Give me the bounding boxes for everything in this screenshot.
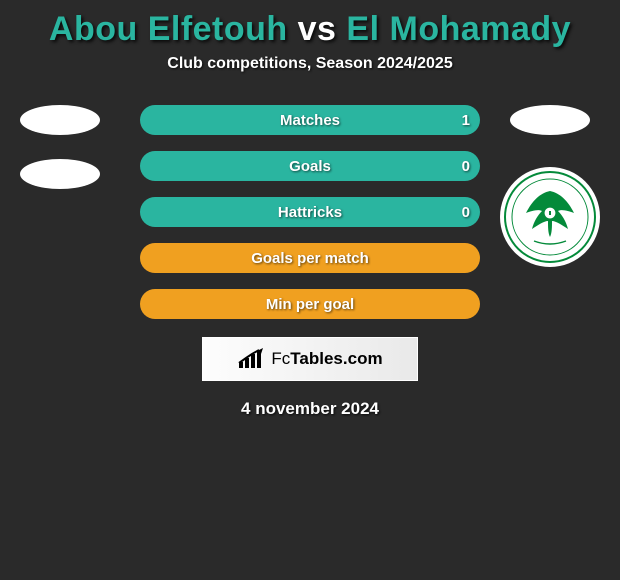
stat-bar-matches: Matches 1 bbox=[140, 105, 480, 135]
stat-value-right: 1 bbox=[462, 112, 470, 129]
stat-bar-goals-per-match: Goals per match bbox=[140, 243, 480, 273]
stat-label: Goals per match bbox=[251, 250, 369, 267]
stat-value-right: 0 bbox=[462, 204, 470, 221]
brand-text: FcTables.com bbox=[271, 349, 382, 369]
subtitle: Club competitions, Season 2024/2025 bbox=[0, 55, 620, 73]
stat-bar-min-per-goal: Min per goal bbox=[140, 289, 480, 319]
brand-suffix: Tables.com bbox=[290, 349, 382, 368]
stat-label: Hattricks bbox=[278, 204, 342, 221]
player1-badge-2 bbox=[20, 159, 100, 189]
page-title: Abou Elfetouh vs El Mohamady bbox=[0, 0, 620, 55]
stat-label: Min per goal bbox=[266, 296, 354, 313]
player1-badge-1 bbox=[20, 105, 100, 135]
stat-value-right: 0 bbox=[462, 158, 470, 175]
brand-prefix: Fc bbox=[271, 349, 290, 368]
title-vs: vs bbox=[298, 10, 337, 48]
stat-label: Matches bbox=[280, 112, 340, 129]
stat-bars: Matches 1 Goals 0 Hattricks 0 Goals per match M… bbox=[140, 105, 480, 319]
club-logo bbox=[500, 167, 600, 267]
brand-box: FcTables.com bbox=[202, 337, 418, 381]
stat-bar-goals: Goals 0 bbox=[140, 151, 480, 181]
comparison-panel: Matches 1 Goals 0 Hattricks 0 Goals per match M… bbox=[0, 105, 620, 319]
left-badge-column bbox=[20, 105, 100, 189]
club-logo-icon bbox=[504, 171, 596, 263]
title-player1: Abou Elfetouh bbox=[49, 10, 288, 48]
chart-icon bbox=[237, 348, 265, 370]
right-badge-column bbox=[500, 105, 600, 267]
title-player2: El Mohamady bbox=[346, 10, 571, 48]
player2-badge-1 bbox=[510, 105, 590, 135]
date: 4 november 2024 bbox=[0, 399, 620, 419]
stat-label: Goals bbox=[289, 158, 331, 175]
stat-bar-hattricks: Hattricks 0 bbox=[140, 197, 480, 227]
